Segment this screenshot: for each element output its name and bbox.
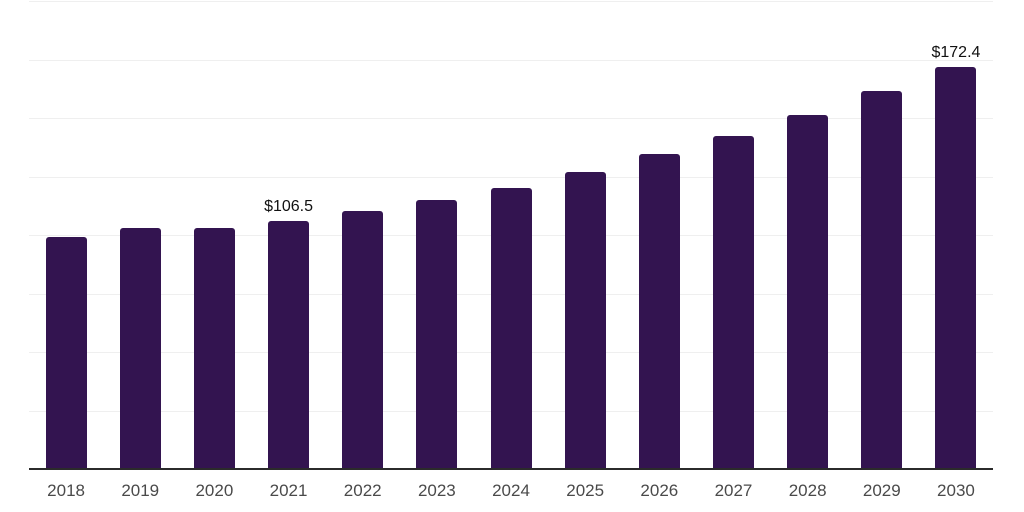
bar-column-2027 [696,0,770,470]
bar-2018 [45,237,87,470]
bar-value-label-2030: $172.4 [931,43,981,61]
bar-2030 [935,66,977,470]
gridline-175 [29,59,993,61]
plot-area: $106.5 $172.4 [29,0,993,470]
x-tick-label-2025: 2025 [566,481,605,500]
x-axis-line [29,468,993,470]
x-tick-label-2019: 2019 [121,481,160,500]
bar-column-2028 [771,0,845,470]
x-tick-label-2023: 2023 [417,481,456,500]
x-tick-label-2018: 2018 [47,481,85,500]
x-tick-label-2021: 2021 [269,481,308,500]
bar-column-2030: $172.4 [919,0,993,470]
x-tick-label-2027: 2027 [714,481,753,500]
x-tick-label-2030: 2030 [937,481,975,500]
bar-column-2018 [29,0,103,470]
bar-2026 [638,153,680,470]
bar-2025 [564,172,606,470]
bar-column-2029 [845,0,919,470]
bar-2022 [342,211,384,470]
bar-value-label-2021: $106.5 [264,198,314,216]
gridline-125 [29,176,993,178]
x-tick-label-2022: 2022 [343,481,382,500]
bar-column-2022 [326,0,400,470]
x-tick-label-2020: 2020 [195,481,234,500]
bar-2027 [712,136,754,470]
bar-column-2021: $106.5 [251,0,325,470]
bar-2028 [787,115,829,470]
bar-2019 [119,228,161,470]
bar-column-2026 [622,0,696,470]
x-tick-label-2028: 2028 [788,481,827,500]
x-axis-tick-labels: 2018 2019 2020 2021 2022 2023 2024 2025 2026 2027… [29,481,993,501]
bar-2029 [861,91,903,470]
x-tick-label-2026: 2026 [640,481,679,500]
bar-2023 [416,200,458,470]
bar-column-2024 [474,0,548,470]
x-tick-label-2029: 2029 [862,481,901,500]
gridline-150 [29,118,993,120]
gridline-200 [29,1,993,3]
bar-column-2019 [103,0,177,470]
x-tick-label-2024: 2024 [492,481,530,500]
bar-column-2023 [400,0,474,470]
bar-2020 [193,228,235,470]
bar-column-2020 [177,0,251,470]
bar-2024 [490,187,532,470]
bar-2021 [268,221,310,470]
bars-group: $106.5 $172.4 [29,0,993,470]
bar-column-2025 [548,0,622,470]
